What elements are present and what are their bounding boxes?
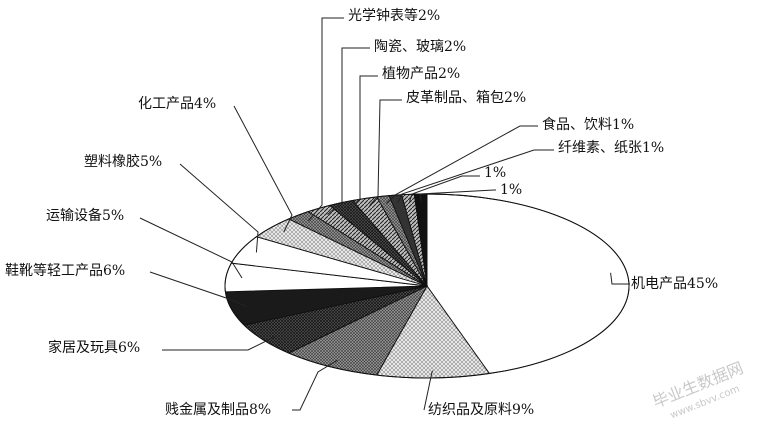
slice-label-7: 化工产品4%	[138, 96, 216, 112]
leader-line-5	[139, 217, 243, 279]
slice-label-12: 食品、饮料1%	[542, 116, 634, 133]
slice-label-1: 纺织品及原料9%	[428, 402, 534, 418]
slice-label-3: 家居及玩具6%	[48, 339, 140, 356]
leader-line-9	[327, 47, 370, 215]
leader-line-3	[162, 335, 277, 351]
leader-line-2	[292, 359, 338, 411]
leader-line-8	[308, 17, 344, 222]
slice-labels: 机电产品45% 纺织品及原料9% 贱金属及制品8% 家居及玩具6% 鞋靴等轻工产品6% 运…	[5, 7, 718, 418]
leader-line-13	[397, 149, 554, 203]
leader-lines	[139, 17, 630, 411]
slice-label-11: 皮革制品、箱包2%	[406, 90, 526, 106]
leader-line-14	[409, 175, 480, 202]
leader-line-10	[347, 75, 378, 210]
slice-label-6: 塑料橡胶5%	[84, 153, 162, 170]
leader-line-1	[423, 370, 434, 411]
leader-line-7	[233, 105, 293, 233]
leader-line-12	[386, 125, 538, 204]
watermark: 毕业生数据网 www.sbvv.com	[650, 358, 746, 421]
slice-label-10: 植物产品2%	[382, 66, 460, 82]
leader-line-15	[419, 189, 496, 202]
slice-label-15: 1%	[500, 182, 522, 198]
leader-line-4	[149, 271, 248, 308]
pie-slices	[224, 193, 630, 379]
leader-line-0	[610, 272, 630, 285]
leader-line-6	[179, 163, 259, 253]
slice-label-4: 鞋靴等轻工产品6%	[5, 262, 125, 279]
slice-label-9: 陶瓷、玻璃2%	[374, 38, 466, 55]
slice-label-2: 贱金属及制品8%	[165, 402, 271, 418]
slice-label-13: 纤维素、纸张1%	[558, 140, 664, 156]
slice-label-14: 1%	[484, 165, 506, 181]
slice-label-0: 机电产品45%	[631, 276, 718, 292]
leader-line-11	[369, 99, 402, 206]
slice-label-5: 运输设备5%	[46, 207, 124, 224]
slice-label-8: 光学钟表等2%	[348, 7, 440, 24]
